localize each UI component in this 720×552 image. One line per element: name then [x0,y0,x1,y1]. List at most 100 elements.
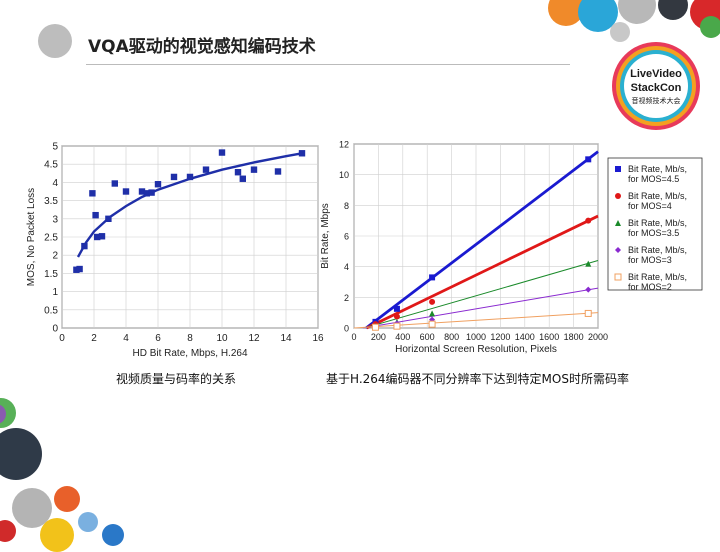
left-chart-y-tick-label: 4 [52,178,58,189]
decor-dot-gray [618,0,656,24]
right-chart-series-line [364,260,599,329]
left-chart-data-point [218,149,226,156]
decor-dot-yellow [40,518,74,552]
left-chart-data-point [89,190,96,197]
right-chart-series-line [362,287,599,329]
left-chart-x-axis-label: HD Bit Rate, Mbps, H.264 [132,348,247,359]
left-chart-data-point [148,189,155,196]
left-chart-data-point [98,233,106,240]
right-chart-data-point [585,156,592,163]
decor-dot-gray-right [610,22,630,42]
legend-label: for MOS=3.5 [628,228,679,238]
right-chart-x-tick-label: 800 [444,332,459,342]
legend-marker [615,166,621,172]
right-chart-y-tick-label: 2 [344,293,349,303]
left-chart-x-tick-label: 6 [155,333,161,344]
right-chart-x-tick-label: 1000 [466,332,486,342]
left-chart-data-point [274,168,282,175]
legend-label: Bit Rate, Mb/s, [628,218,687,228]
logo-line1: LiveVideo [630,68,682,80]
legend-label: for MOS=2 [628,282,672,292]
left-chart-data-point [143,190,150,197]
right-chart-data-point [429,274,436,281]
slide-title: VQA驱动的视觉感知编码技术 [88,37,316,57]
legend-label: Bit Rate, Mb/s, [628,164,687,174]
bitrate-vs-resolution-chart: 0 200 400 600 800 1000 1200 1400 1600 1800 2000 0 2 4… [320,140,703,355]
left-chart-x-tick-label: 0 [59,333,65,344]
legend-marker [614,273,622,281]
left-chart-y-tick-label: 2.5 [44,233,58,244]
left-chart-data-point [239,175,246,182]
left-chart-data-point [138,188,146,195]
legend-label: for MOS=3 [628,255,672,265]
left-chart-data-point [81,242,88,250]
right-chart-data-point [585,217,592,224]
left-chart-data-point [186,173,194,181]
right-chart-x-tick-label: 0 [351,332,356,342]
left-chart-data-point [92,211,99,219]
decor-dot-green-left [0,398,16,428]
left-chart-y-tick-label: 3.5 [44,196,58,207]
right-chart-series-line [366,214,599,330]
left-chart-x-tick-label: 10 [216,333,228,344]
left-chart-caption: 视频质量与码率的关系 [116,372,237,386]
left-chart-data-point [250,166,258,173]
decor-dot-dark-left [0,428,42,480]
left-chart-data-point [94,233,101,241]
legend-label: Bit Rate, Mb/s, [628,191,687,201]
left-chart-y-axis-label: MOS, No Packet Loss [26,188,37,286]
decor-dot-orange-left [54,486,80,512]
left-chart-y-tick-label: 4.5 [44,160,58,171]
decor-dot-green [700,16,720,38]
right-chart-legend-box [607,157,703,291]
right-chart-y-tick-label: 4 [344,262,349,272]
mos-vs-bitrate-chart: 0 2 4 6 8 10 12 14 16 0 0.5 1 1.5 2 2.5 3 3.5 4 4.5 5 HD Bi… [26,142,324,360]
logo-line2: StackCon [631,82,682,94]
left-chart-data-point [76,265,83,273]
right-chart-x-tick-label: 600 [420,332,435,342]
left-chart-y-tick-label: 1.5 [44,269,58,280]
left-chart-y-tick-label: 0.5 [44,305,58,316]
decor-dot-gray-large [38,24,72,58]
right-chart-y-axis-label: Bit Rate, Mbps [320,203,331,269]
left-chart-y-tick-label: 3 [52,214,58,225]
left-chart-data-point [298,150,306,157]
right-chart-y-tick-label: 0 [344,324,349,334]
left-chart-x-tick-label: 4 [123,333,129,344]
legend-marker [615,247,621,253]
right-chart-data-point [393,322,401,330]
left-chart-data-point [170,173,178,181]
right-chart-x-tick-label: 1400 [515,332,535,342]
left-chart-y-tick-label: 2 [52,251,58,262]
right-chart-data-point [371,323,379,331]
right-chart-x-tick-label: 400 [395,332,410,342]
right-chart-series-line [365,150,599,330]
right-chart-x-tick-label: 2000 [588,332,608,342]
right-chart-data-point [429,298,436,305]
left-chart-y-tick-label: 5 [52,142,58,153]
left-chart-data-point [111,180,118,187]
left-chart-x-tick-label: 16 [312,333,324,344]
left-chart-x-tick-label: 12 [248,333,260,344]
right-chart-x-axis-label: Horizontal Screen Resolution, Pixels [395,344,557,355]
left-chart-data-point [105,215,112,222]
right-chart-data-point [393,305,400,312]
right-chart-data-point [584,309,592,317]
right-chart-x-tick-label: 1800 [564,332,584,342]
right-chart-y-tick-label: 12 [339,140,349,150]
left-chart-x-tick-label: 2 [91,333,97,344]
right-chart-y-tick-label: 6 [344,232,349,242]
legend-label: Bit Rate, Mb/s, [628,245,687,255]
legend-marker [615,193,621,199]
left-chart-y-tick-label: 1 [52,287,58,298]
left-chart-data-point [202,166,210,173]
right-chart-data-point [393,313,400,320]
decor-dot-blue2 [102,524,124,546]
right-chart-x-tick-label: 200 [371,332,386,342]
decor-dot-dark [658,0,688,20]
left-chart-y-tick-label: 0 [52,324,58,335]
decor-dot-purple [0,404,6,424]
left-chart-data-point [154,181,162,188]
right-chart-y-tick-label: 10 [339,170,349,180]
title-divider [86,64,570,65]
